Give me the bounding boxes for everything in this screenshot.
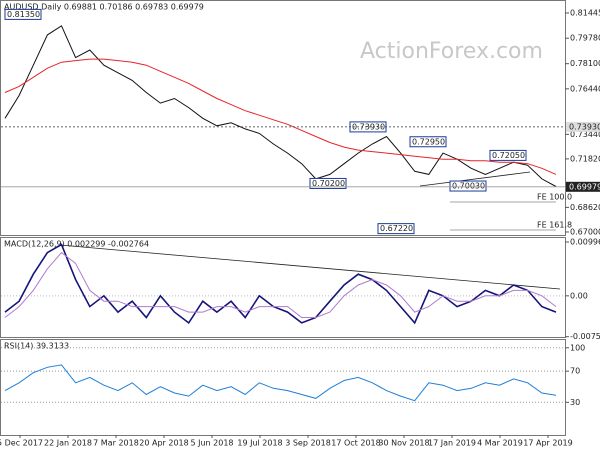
watermark: ActionForex.com (360, 39, 543, 64)
x-tick-label: 22 Jan 2018 (44, 439, 92, 448)
price-tag-label: 0.69979 (569, 182, 600, 191)
annotation-box (4, 8, 42, 20)
price-tag (566, 181, 600, 192)
annotation-box (449, 180, 487, 192)
annotation-box (489, 149, 527, 161)
chart-title: AUDUSD Daily 0.69881 0.70186 0.69783 0.6… (4, 3, 204, 12)
y-tick-label: 0.78100 (570, 59, 600, 68)
y-tick-label: 0.67000 (570, 227, 600, 236)
y-tick-label: -0.00756 (570, 332, 600, 341)
annotation-label: 0.72050 (492, 151, 525, 160)
y-tick-label: 0.79780 (570, 34, 600, 43)
x-tick-label: 20 Apr 2018 (139, 439, 188, 448)
x-tick-label: 3 Sep 2018 (285, 439, 331, 448)
macd-panel (0, 237, 566, 338)
y-tick-label: 0.76440 (570, 84, 600, 93)
x-tick-label: 19 Jul 2018 (237, 439, 282, 448)
series-line (4, 243, 557, 325)
x-tick-label: 4 Mar 2019 (477, 439, 523, 448)
rsi-title: RSI(14) 39.3133 (4, 342, 69, 351)
y-tick-label: 100 (570, 343, 585, 352)
fe-label: FE 100.0 (537, 193, 572, 202)
y-tick-label: 0.009964 (570, 237, 600, 246)
price-tag (566, 121, 600, 132)
series-line (4, 251, 557, 318)
trend-line (419, 171, 531, 187)
series-line (4, 58, 557, 175)
trend-line (59, 244, 561, 290)
x-tick-label: 17 Oct 2018 (331, 439, 380, 448)
annotation-label: 0.67220 (380, 224, 413, 233)
y-tick-label: 30 (570, 398, 580, 407)
annotation-label: 0.81350 (7, 10, 40, 19)
annotation-box (309, 177, 347, 189)
price-panel (0, 0, 566, 236)
fe-label: FE 161.8 (537, 221, 572, 230)
series-line (4, 364, 557, 402)
y-tick-label: 0.68620 (570, 203, 600, 212)
x-tick-label: 17 Jan 2019 (428, 439, 476, 448)
x-tick-label: 5 Dec 2017 (0, 439, 43, 448)
x-tick-label: 5 Jun 2018 (190, 439, 233, 448)
macd-title: MACD(12,26,9) 0.002299 -0.002764 (4, 240, 149, 249)
annotation-box (377, 223, 415, 235)
rsi-panel (0, 339, 566, 436)
x-tick-label: 30 Nov 2018 (378, 439, 429, 448)
annotation-label: 0.73930 (352, 122, 385, 131)
y-tick-label: 0.81445 (570, 8, 600, 17)
annotation-label: 0.70030 (452, 182, 485, 191)
series-line (4, 25, 557, 187)
y-tick-label: 0.71820 (570, 154, 600, 163)
x-tick-label: 7 Mar 2018 (93, 439, 139, 448)
price-tag-label: 0.73930 (569, 122, 600, 131)
y-tick-label: 0.73440 (570, 130, 600, 139)
annotation-label: 0.70200 (312, 179, 345, 188)
y-tick-label: 0.00 (570, 291, 588, 300)
x-tick-label: 17 Apr 2019 (523, 439, 572, 448)
annotation-label: 0.72950 (412, 137, 445, 146)
annotation-box (409, 136, 447, 148)
y-tick-label: 70 (570, 367, 580, 376)
